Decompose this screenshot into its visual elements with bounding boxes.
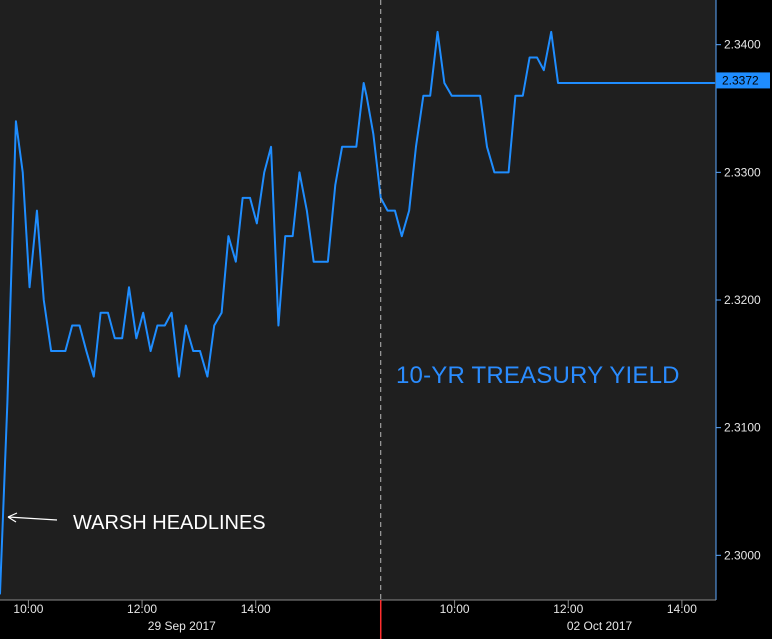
y-tick-label: 2.3400 (724, 38, 761, 52)
y-tick-label: 2.3300 (724, 165, 761, 179)
x-tick-label: 10:00 (13, 602, 43, 616)
bottom-axis-background (0, 600, 772, 639)
x-tick-label: 14:00 (241, 602, 271, 616)
x-tick-label: 12:00 (127, 602, 157, 616)
x-tick-label: 10:00 (440, 602, 470, 616)
annotation-arrow (7, 512, 58, 523)
date-label: 02 Oct 2017 (567, 619, 633, 633)
annotation-arrow-head-bottom (7, 516, 17, 523)
last-value-badge (716, 72, 770, 89)
yield-series-line (0, 30, 716, 595)
annotation-arrow-line (7, 516, 58, 521)
y-tick-label: 2.3100 (724, 421, 761, 435)
annotation-arrow-head-top (7, 512, 18, 518)
y-tick-label: 2.3200 (724, 293, 761, 307)
overlay-layer: 2.3372 (379, 0, 770, 639)
y-axis: 2.3400 2.3300 2.3200 2.3100 2.3000 (716, 38, 761, 562)
x-axis: 10:00 12:00 14:00 10:00 12:00 14:00 29 Sep 201… (13, 600, 697, 633)
date-label: 29 Sep 2017 (148, 619, 216, 633)
right-axis-background (716, 0, 772, 600)
x-tick-label: 14:00 (667, 602, 697, 616)
chart-title: 10-YR TREASURY YIELD (396, 362, 680, 389)
series-layer (0, 30, 716, 595)
last-value-label: 2.3372 (722, 73, 759, 87)
annotation-warsh-headlines: WARSH HEADLINES (73, 512, 266, 534)
plot-background (0, 0, 716, 600)
y-tick-label: 2.3000 (724, 548, 761, 562)
x-tick-label: 12:00 (553, 602, 583, 616)
